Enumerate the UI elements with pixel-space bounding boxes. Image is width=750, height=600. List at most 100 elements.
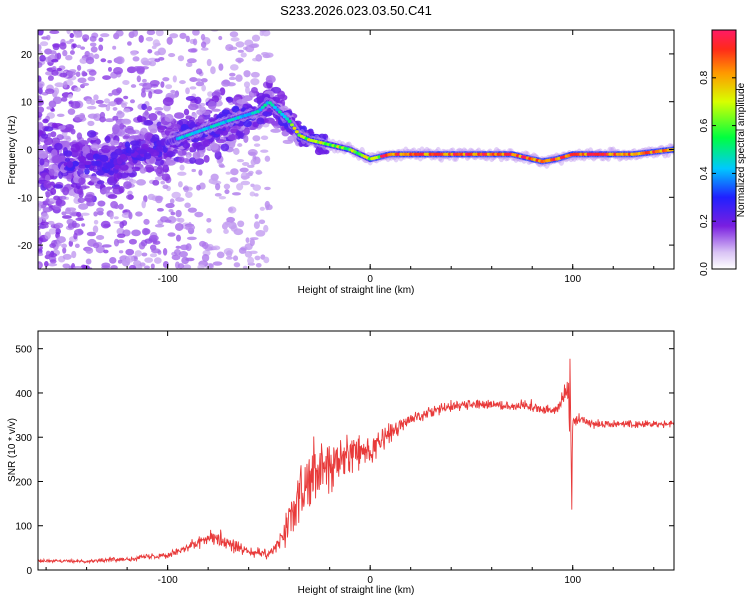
noise-blob <box>112 45 117 50</box>
noise-blob <box>162 77 170 82</box>
noise-blob <box>247 256 255 265</box>
noise-blob <box>59 72 68 78</box>
signal-blob <box>170 123 181 130</box>
signal-blob <box>251 86 258 94</box>
noise-blob <box>148 91 153 99</box>
noise-blob <box>100 220 111 229</box>
ridge-core-blob <box>156 140 162 146</box>
noise-blob <box>264 155 271 162</box>
noise-blob <box>214 192 222 197</box>
noise-blob <box>71 220 77 228</box>
noise-blob <box>75 217 85 221</box>
noise-blob <box>73 87 81 92</box>
noise-blob <box>154 107 164 111</box>
signal-blob <box>242 95 253 102</box>
noise-blob <box>162 184 169 190</box>
signal-blob <box>154 168 161 173</box>
noise-blob <box>225 171 232 175</box>
noise-blob <box>51 58 59 63</box>
signal-blob <box>199 106 206 114</box>
ridge-peak <box>268 101 273 105</box>
snr-ytick-label: 300 <box>15 433 32 444</box>
noise-blob <box>80 46 86 50</box>
noise-blob <box>65 54 73 61</box>
ridge-core-blob <box>83 160 92 166</box>
signal-blob <box>172 148 178 154</box>
noise-blob <box>98 103 108 108</box>
noise-blob <box>175 234 181 242</box>
signal-blob <box>148 112 158 121</box>
signal-blob <box>189 146 195 153</box>
noise-blob <box>229 64 239 71</box>
noise-blob <box>46 106 53 110</box>
noise-blob <box>113 216 119 220</box>
noise-blob <box>62 263 70 269</box>
ridge-core-blob <box>143 152 152 160</box>
noise-blob <box>178 181 183 188</box>
snr-panel: -100 0 100 0 100 200 300 400 500 Height of strai… <box>7 330 675 596</box>
ridge-core-blob <box>64 157 71 163</box>
signal-blob <box>107 145 117 151</box>
noise-blob <box>38 200 44 206</box>
noise-blob <box>156 208 164 212</box>
noise-blob <box>76 64 82 71</box>
noise-blob <box>70 100 81 109</box>
signal-blob <box>189 157 196 164</box>
ridge-core-blob <box>124 141 131 149</box>
noise-blob <box>215 183 221 191</box>
spectrogram-xtick-label: 100 <box>564 274 581 285</box>
noise-blob <box>141 227 150 236</box>
noise-blob <box>79 57 88 64</box>
signal-blob <box>43 180 52 189</box>
ridge-core-blob <box>129 140 140 146</box>
noise-blob <box>248 170 254 175</box>
noise-blob <box>260 135 269 141</box>
noise-blob <box>187 48 197 53</box>
signal-blob <box>185 95 197 101</box>
noise-blob <box>243 81 251 88</box>
noise-blob <box>49 50 57 55</box>
colorbar-tick-label: 0.0 <box>699 262 710 276</box>
signal-blob <box>123 181 132 190</box>
signal-blob <box>113 172 120 182</box>
noise-blob <box>39 41 49 47</box>
signal-blob <box>53 184 63 189</box>
noise-blob <box>102 75 112 81</box>
noise-blob <box>77 228 83 235</box>
ridge-core-blob <box>189 121 196 130</box>
noise-blob <box>147 49 153 54</box>
noise-blob <box>237 220 245 228</box>
spectrogram-ytick-label: -20 <box>18 241 33 252</box>
signal-blob <box>227 134 239 141</box>
signal-blob <box>236 99 247 105</box>
noise-blob <box>179 80 186 85</box>
noise-blob <box>67 93 73 99</box>
noise-blob <box>237 143 243 147</box>
noise-blob <box>160 180 166 185</box>
signal-blob <box>230 128 237 134</box>
ridge-core-blob <box>95 170 105 176</box>
noise-blob <box>143 218 150 225</box>
ridge-core-blob <box>160 138 168 146</box>
noise-blob <box>242 161 250 166</box>
signal-blob <box>197 114 205 124</box>
signal-blob <box>243 127 250 135</box>
ridge-core-blob <box>286 126 293 133</box>
ridge-core-blob <box>318 148 328 155</box>
noise-blob <box>254 193 259 197</box>
noise-blob <box>151 248 161 254</box>
noise-blob <box>149 80 160 87</box>
noise-blob <box>38 252 44 257</box>
noise-blob <box>113 238 120 247</box>
noise-blob <box>139 262 146 267</box>
noise-blob <box>66 71 77 76</box>
noise-blob <box>100 58 107 63</box>
noise-blob <box>252 135 261 142</box>
ridge-core-blob <box>231 105 240 113</box>
signal-blob <box>143 119 154 126</box>
noise-blob <box>47 75 54 81</box>
signal-blob <box>157 125 165 133</box>
signal-blob <box>220 143 230 152</box>
signal-blob <box>76 132 83 140</box>
